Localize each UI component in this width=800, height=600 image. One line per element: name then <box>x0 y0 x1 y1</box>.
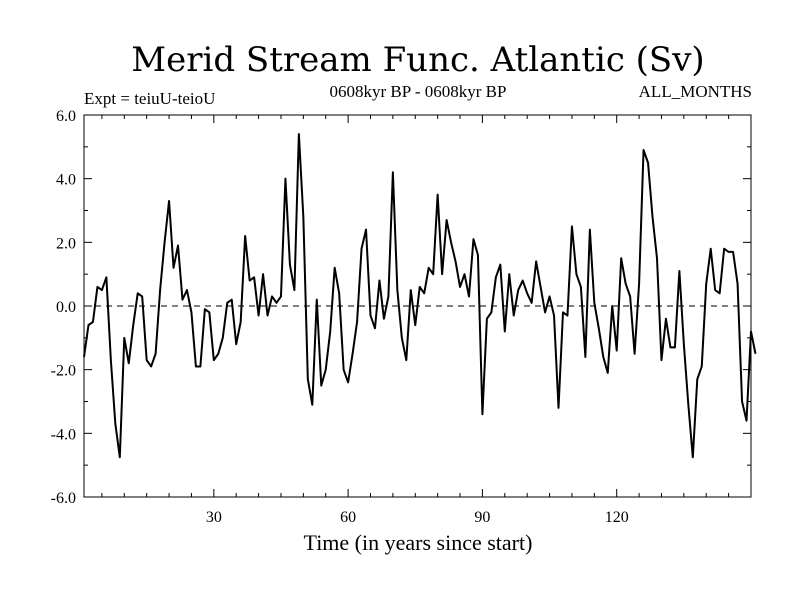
y-tick-label: 6.0 <box>56 108 76 125</box>
y-tick-label: 2.0 <box>56 235 76 252</box>
x-tick-label: 30 <box>206 509 222 526</box>
y-tick-label: -6.0 <box>51 490 76 507</box>
x-tick-label: 120 <box>605 509 629 526</box>
y-tick-label: 0.0 <box>56 299 76 316</box>
chart-subtitle-left: Expt = teiuU-teioU <box>84 89 215 108</box>
y-tick-label: -4.0 <box>51 426 76 443</box>
y-tick-label: -2.0 <box>51 363 76 380</box>
series-line <box>83 133 757 459</box>
x-tick-label: 60 <box>340 509 356 526</box>
chart-title: Merid Stream Func. Atlantic (Sv) <box>131 40 704 80</box>
x-axis-label: Time (in years since start) <box>304 530 533 555</box>
x-tick-label: 90 <box>474 509 490 526</box>
y-axis: -6.0 -4.0 -2.0 0.0 2.0 4.0 6.0 <box>51 108 751 507</box>
chart-subtitle-center: 0608kyr BP - 0608kyr BP <box>330 82 507 101</box>
y-tick-label: 4.0 <box>56 172 76 189</box>
chart-subtitle-right: ALL_MONTHS <box>639 82 752 101</box>
x-axis: 30 60 90 120 <box>101 115 752 526</box>
